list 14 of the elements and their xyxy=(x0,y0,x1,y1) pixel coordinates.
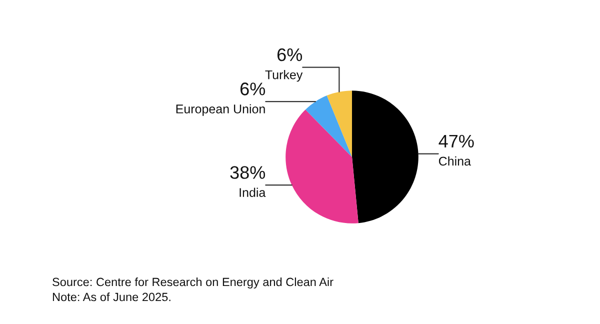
slice-label: Turkey xyxy=(265,70,303,82)
data-label: 47% xyxy=(438,134,474,148)
source-note: Source: Centre for Research on Energy and Clean Air xyxy=(52,277,334,289)
slice-label: European Union xyxy=(176,104,265,116)
data-label: 6% xyxy=(240,82,266,96)
pie-slice xyxy=(305,96,352,157)
slice-label: China xyxy=(438,156,471,166)
pie-slice xyxy=(352,90,418,224)
text: Note: As of June 2025. xyxy=(52,292,170,302)
data-label: 6% xyxy=(277,48,302,62)
pie-slice xyxy=(286,110,358,224)
data-label: 38% xyxy=(230,166,266,179)
slice-label: India xyxy=(240,188,266,197)
pie-slice xyxy=(326,90,352,157)
